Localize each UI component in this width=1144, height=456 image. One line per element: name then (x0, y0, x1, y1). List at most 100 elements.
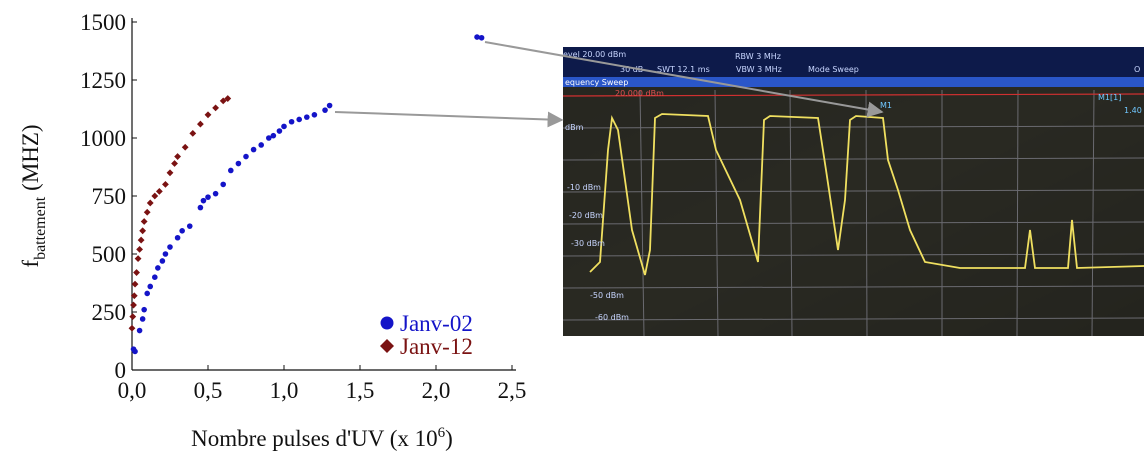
y-label-main: f (18, 260, 43, 268)
photo-text: 30 dB (620, 65, 643, 74)
point (228, 167, 234, 174)
point (162, 181, 169, 188)
photo-screen (563, 87, 1144, 336)
legend-label: Janv-02 (400, 311, 473, 336)
x-tick-label: 1,5 (346, 378, 375, 403)
point (130, 301, 137, 309)
point (304, 114, 310, 120)
point (224, 95, 232, 102)
point (152, 274, 158, 281)
point (139, 227, 147, 235)
photo-text: equency Sweep (565, 78, 628, 87)
point (162, 251, 169, 257)
x-label-text: Nombre pulses d'UV (x 10 (191, 426, 437, 451)
plot: 0 250 500 750 1000 1250 1500 0,0 0,5 1,0 1,5 2,0 2,5… (18, 10, 526, 451)
point (131, 280, 139, 288)
point (174, 153, 181, 160)
analyzer-photo: evel 20.00 dBm RBW 3 MHz 30 dB SWT 12.1 … (562, 47, 1144, 337)
ref-line (562, 93, 1144, 97)
arrow (484, 41, 884, 118)
y-tick-label: 1000 (80, 126, 126, 151)
x-label-sup: 6 (438, 425, 446, 441)
photo-text: -20 dBm (569, 211, 603, 220)
photo-header (563, 47, 1144, 79)
point (243, 153, 249, 160)
photo-text: M1 (880, 101, 892, 110)
point (143, 208, 151, 216)
x-tick-label: 2,5 (498, 378, 527, 403)
legend-label: Janv-12 (400, 334, 473, 359)
point (166, 169, 174, 177)
x-label-end: ) (445, 426, 453, 451)
y-tick-label: 500 (92, 242, 127, 267)
point (137, 236, 145, 244)
point (478, 34, 485, 41)
y-label-sub: battement (32, 196, 49, 260)
y-axis-label: fbattement (MHZ) (18, 124, 49, 267)
point (144, 290, 150, 297)
x-tick-label: 0,5 (194, 378, 223, 403)
y-tick-label: 1250 (80, 68, 126, 93)
photo-text: RBW 3 MHz (735, 52, 781, 61)
y-tick-label: 250 (92, 300, 127, 325)
point (281, 123, 287, 130)
point (179, 228, 185, 234)
point (147, 283, 154, 290)
x-tick-label: 0,0 (118, 378, 147, 403)
point (197, 120, 204, 128)
legend-item: Janv-02 (380, 311, 473, 336)
point (276, 128, 283, 134)
photo-text: O (1134, 65, 1140, 74)
point (159, 258, 166, 264)
point (130, 292, 138, 300)
point (219, 97, 227, 105)
photo-text: VBW 3 MHz (736, 65, 782, 74)
arrow (334, 111, 564, 128)
photo-text: 20.000 dBm (615, 89, 664, 98)
point (258, 142, 265, 148)
y-tick-label: 750 (92, 184, 127, 209)
point (146, 199, 154, 207)
point (189, 129, 197, 137)
point (155, 187, 163, 195)
photo-text: dBm (565, 123, 584, 132)
x-tick-label: 2,0 (422, 378, 451, 403)
photo-text: M1[1] (1098, 93, 1121, 102)
point (220, 181, 226, 188)
photo-text: evel 20.00 dBm (563, 50, 626, 59)
point (140, 218, 148, 225)
point (204, 111, 212, 119)
photo-text: -50 dBm (590, 291, 624, 300)
y-tick-label: 0 (115, 358, 127, 383)
photo-tab (563, 77, 1144, 87)
photo-grid (562, 89, 1144, 337)
point (186, 223, 193, 229)
point (288, 118, 295, 125)
point (266, 135, 272, 141)
y-tick-label: 1500 (80, 10, 126, 35)
trace (589, 113, 1144, 276)
point (133, 269, 140, 276)
point (212, 104, 219, 112)
point (167, 244, 173, 250)
point (205, 194, 211, 200)
legend-item: Janv-12 (380, 334, 473, 359)
photo-text: Mode Sweep (808, 65, 859, 74)
point (174, 234, 181, 241)
point (139, 316, 146, 322)
photo-text: -10 dBm (567, 183, 601, 192)
point (235, 160, 242, 167)
point (132, 348, 138, 355)
point (200, 197, 207, 204)
point (134, 255, 142, 263)
point (141, 306, 147, 313)
photo-text: 1.40 (1124, 106, 1142, 115)
point (270, 132, 277, 139)
point (171, 160, 178, 167)
x-tick-label: 1,0 (270, 378, 299, 403)
y-label-unit: (MHZ) (18, 124, 43, 190)
point (155, 265, 161, 271)
point (212, 190, 219, 197)
